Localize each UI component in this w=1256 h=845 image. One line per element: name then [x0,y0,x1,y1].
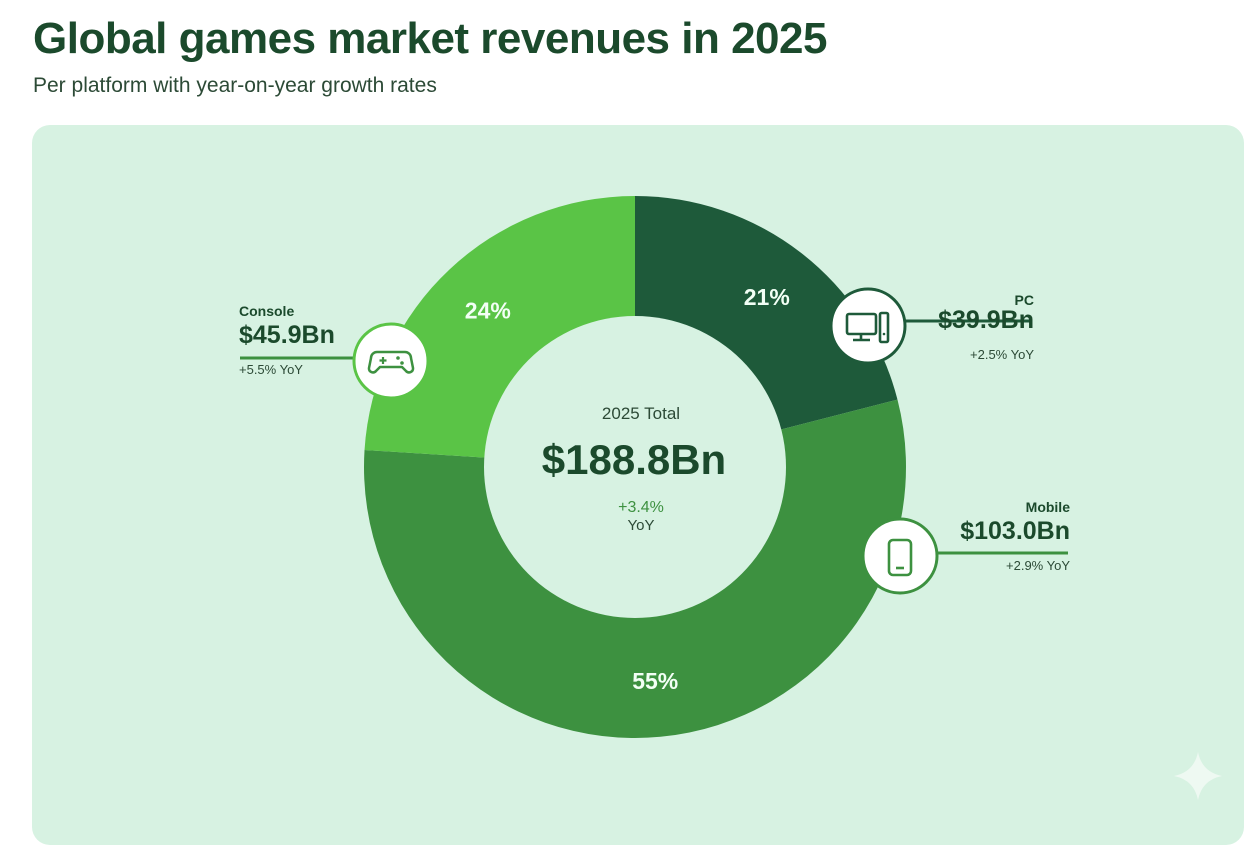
pc-value: $39.9Bn [938,306,1034,334]
center-total: $188.8Bn [542,436,726,483]
pct-label-mobile: 55% [632,668,678,694]
sparkle-icon [1174,752,1222,800]
mobile-name: Mobile [1025,499,1070,515]
pct-label-pc: 21% [744,284,790,310]
pct-label-console: 24% [465,297,511,323]
mobile-value: $103.0Bn [960,517,1070,545]
desktop-computer-icon [829,287,907,365]
console-label: Console $45.9Bn +5.5% YoY [239,303,335,377]
mobile-label: Mobile $103.0Bn +2.9% YoY [960,499,1070,573]
mobile-yoy: +2.9% YoY [1006,558,1070,573]
console-value: $45.9Bn [239,321,335,349]
console-yoy: +5.5% YoY [239,362,303,377]
gamepad-icon [352,322,430,400]
pc-name: PC [1014,292,1034,308]
center-growth-unit: YoY [628,517,655,534]
pc-label: PC $39.9Bn +2.5% YoY [938,292,1034,362]
center-label: 2025 Total [602,404,680,423]
donut-hole [484,316,786,618]
smartphone-icon [861,517,939,595]
page-subtitle: Per platform with year-on-year growth ra… [33,74,437,97]
center-growth: +3.4% [618,499,664,516]
pc-yoy: +2.5% YoY [970,347,1034,362]
console-name: Console [239,303,295,319]
page-title: Global games market revenues in 2025 [33,14,827,63]
